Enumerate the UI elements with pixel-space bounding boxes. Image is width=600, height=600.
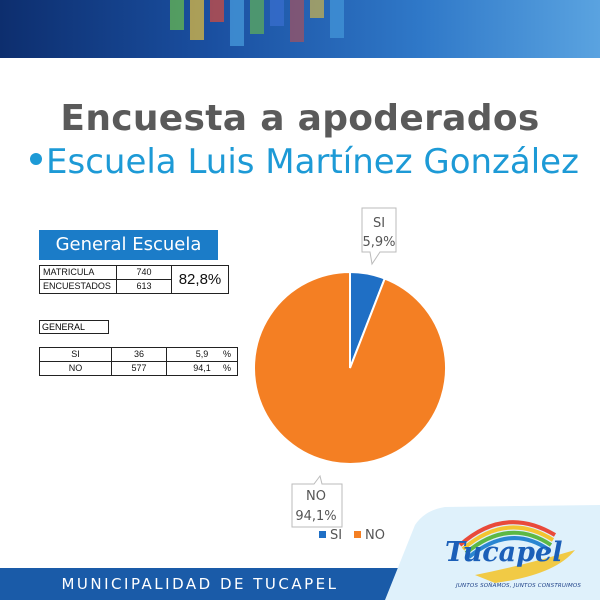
legend-label-si: SI bbox=[330, 528, 342, 543]
legend-swatch-si bbox=[319, 531, 326, 538]
results-table: SI 36 5,9 NO 577 94,1 bbox=[39, 347, 238, 376]
logo-slogan: JUNTOS SOÑAMOS, JUNTOS CONSTRUIMOS bbox=[456, 583, 582, 589]
footer-text: MUNICIPALIDAD DE TUCAPEL bbox=[61, 575, 339, 593]
answer-count: 577 bbox=[111, 361, 167, 376]
bullet-icon bbox=[30, 153, 42, 165]
summary-table: MATRICULA 740 82,8% ENCUESTADOS 613 bbox=[39, 265, 229, 294]
top-banner bbox=[0, 0, 600, 58]
general-label: GENERAL bbox=[39, 320, 109, 334]
answer-count: 36 bbox=[111, 347, 167, 362]
si-callout: SI 5,9% bbox=[361, 207, 397, 266]
answer-label: NO bbox=[39, 361, 112, 376]
answer-label: SI bbox=[39, 347, 112, 362]
legend-label-no: NO bbox=[365, 528, 385, 543]
subtitle: Escuela Luis Martínez González bbox=[30, 142, 590, 182]
logo-background bbox=[385, 505, 600, 600]
pie-slices bbox=[253, 270, 447, 465]
percent-sign: % bbox=[223, 363, 232, 373]
pie-chart: SI 5,9% NO 94,1% SI NO bbox=[253, 207, 447, 543]
section-heading: General Escuela bbox=[39, 230, 218, 260]
table-row: SI 36 5,9 bbox=[39, 347, 238, 362]
row-value: 740 bbox=[116, 265, 172, 280]
banner-decoration bbox=[170, 0, 344, 46]
response-rate: 82,8% bbox=[171, 265, 229, 294]
table-row: ENCUESTADOS 613 bbox=[39, 279, 229, 294]
row-label: ENCUESTADOS bbox=[39, 279, 117, 294]
table-row: NO 577 94,1 bbox=[39, 361, 238, 376]
page-title: Encuesta a apoderados bbox=[60, 98, 540, 139]
legend-swatch-no bbox=[354, 531, 361, 538]
chart-legend: SI NO bbox=[319, 528, 385, 543]
data-label-si-value: 5,9% bbox=[362, 235, 395, 250]
table-row: MATRICULA 740 82,8% bbox=[39, 265, 229, 294]
data-label-no-name: NO bbox=[306, 489, 326, 504]
school-name: Escuela Luis Martínez González bbox=[46, 142, 579, 182]
data-label-si-name: SI bbox=[373, 216, 385, 231]
no-callout: NO 94,1% bbox=[291, 474, 343, 528]
data-label-no-value: 94,1% bbox=[295, 509, 336, 524]
footer-bar bbox=[0, 568, 410, 600]
answer-percent: 94,1 bbox=[166, 361, 238, 376]
pie-slice-no bbox=[253, 270, 447, 465]
row-value: 613 bbox=[116, 279, 172, 294]
percent-sign: % bbox=[223, 349, 232, 359]
row-label: MATRICULA bbox=[39, 265, 117, 280]
tucapel-logo: Tucapel bbox=[445, 537, 563, 568]
